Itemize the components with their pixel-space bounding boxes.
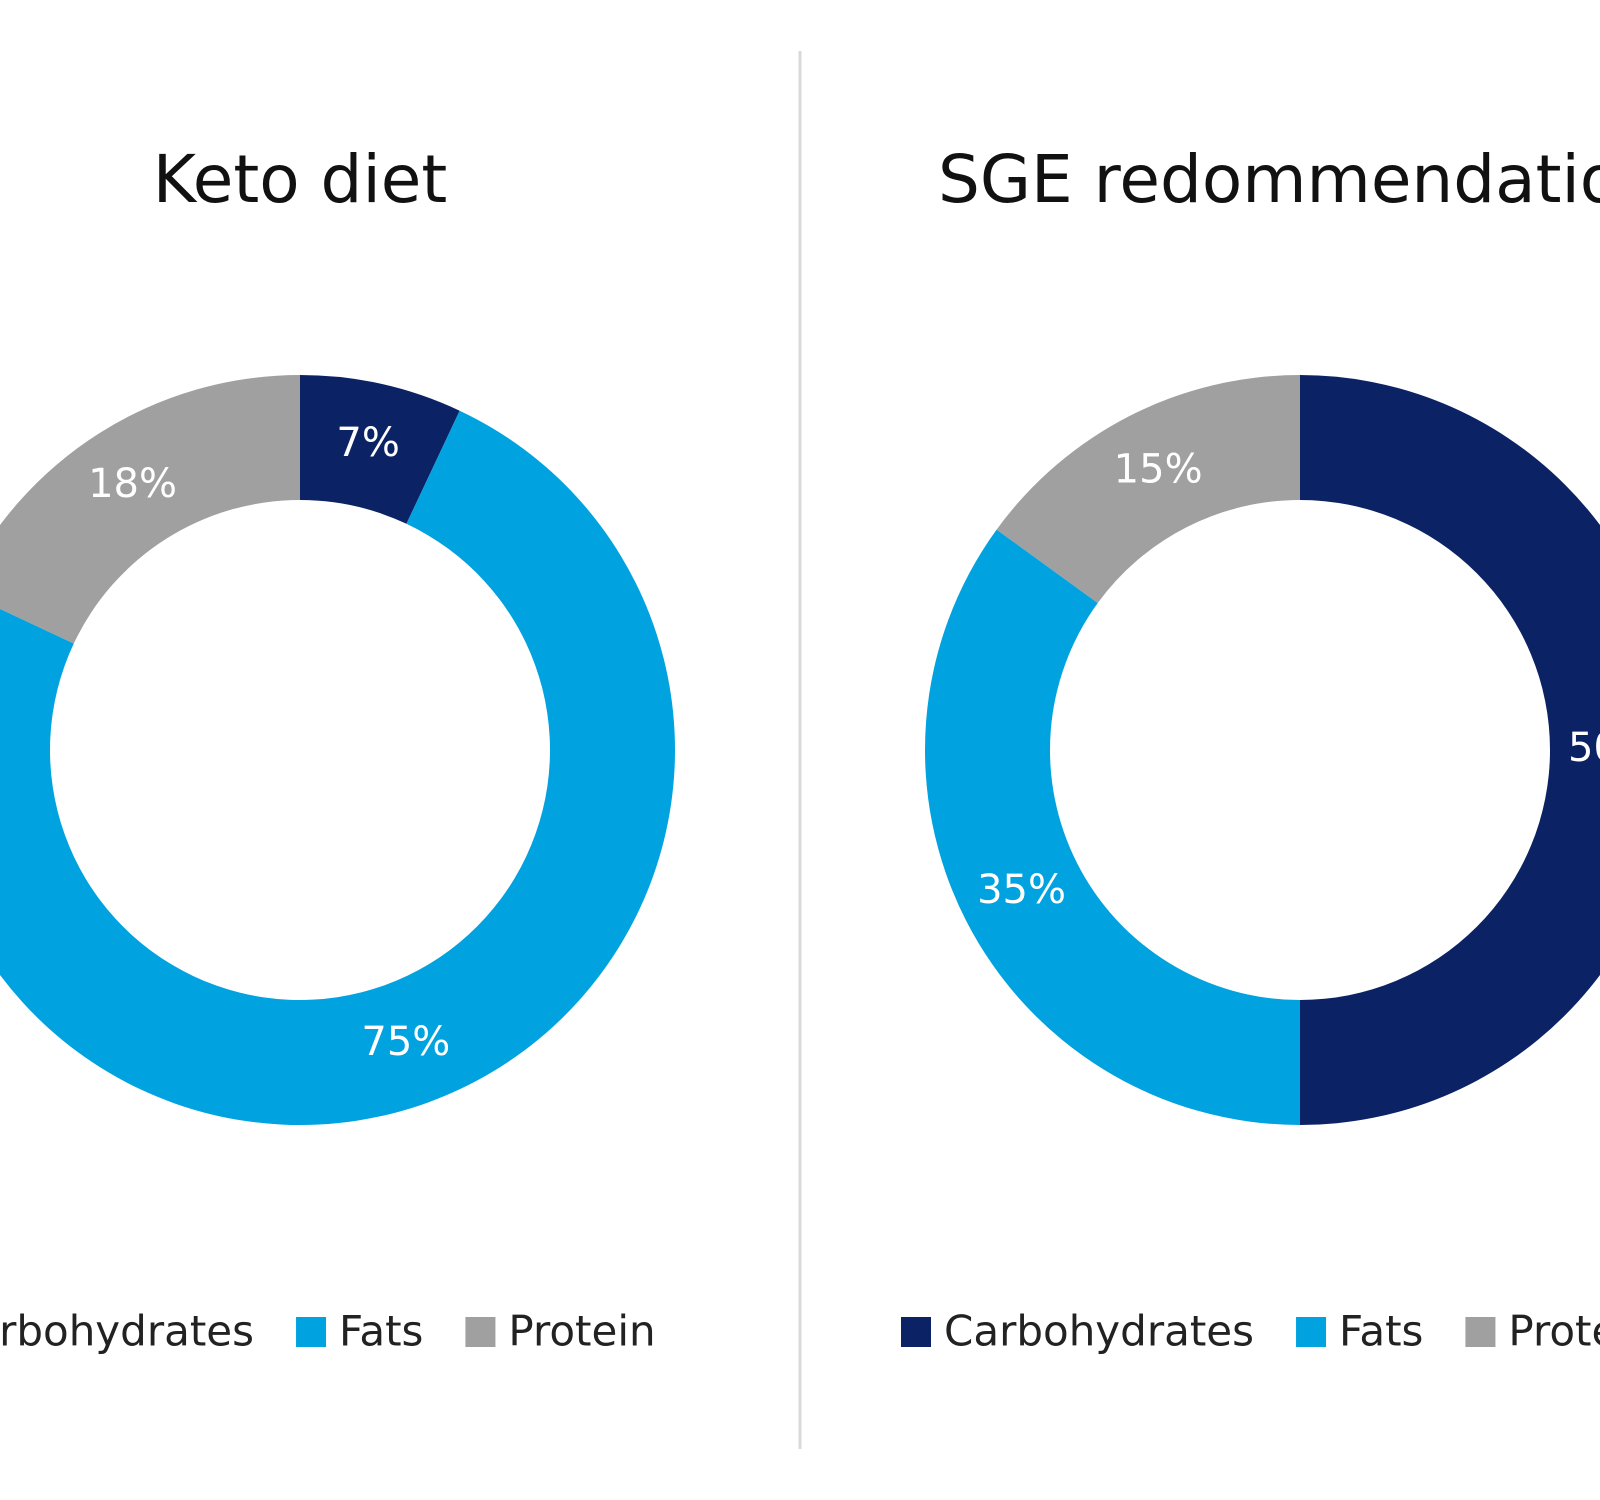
slice-label: 35% — [977, 867, 1066, 913]
slice-label: 50% — [1568, 725, 1600, 771]
donut-slice — [300, 375, 460, 524]
legend-text: Protein — [508, 1307, 655, 1356]
slice-label: 18% — [88, 461, 177, 507]
legend-swatch — [1465, 1317, 1496, 1347]
slice-label: 7% — [336, 420, 399, 466]
donut-slice — [0, 375, 300, 644]
legend-swatch — [465, 1317, 496, 1347]
slice-label: 15% — [1114, 447, 1203, 493]
legend-swatch — [1296, 1317, 1327, 1347]
chart-title: Keto diet — [153, 141, 448, 218]
donut-slice — [0, 410, 675, 1125]
legend-text: Fats — [339, 1307, 423, 1356]
donut-slice — [996, 375, 1300, 604]
legend-swatch — [296, 1317, 327, 1347]
donut-slice — [925, 529, 1300, 1125]
legend-text: Carbohydrates — [0, 1307, 254, 1356]
donut-slice — [1300, 375, 1600, 1125]
legend-swatch — [901, 1317, 931, 1347]
chart-title: SGE redommendation — [938, 141, 1600, 218]
legend-text: Carbohydrates — [944, 1307, 1254, 1356]
slice-label: 75% — [361, 1019, 450, 1065]
legend-text: Protein — [1508, 1307, 1600, 1356]
legend-text: Fats — [1339, 1307, 1423, 1356]
